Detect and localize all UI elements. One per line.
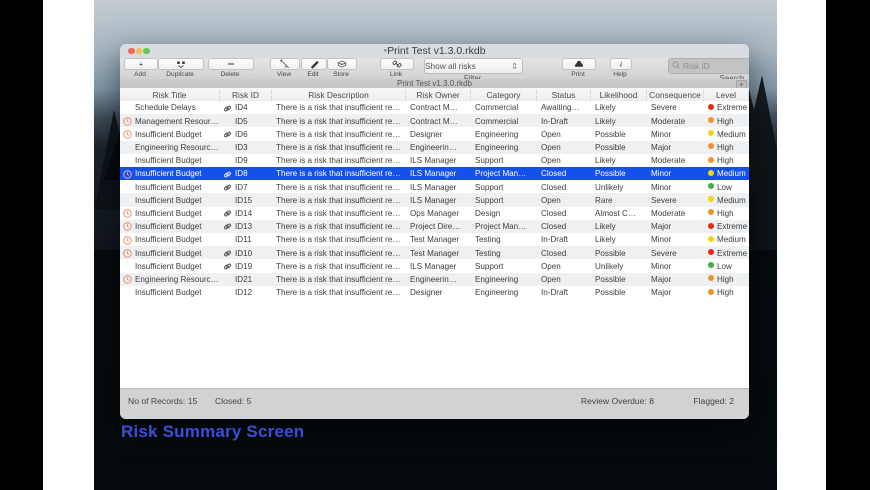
svg-text:+: + bbox=[139, 62, 143, 69]
svg-text:i: i bbox=[620, 62, 622, 69]
